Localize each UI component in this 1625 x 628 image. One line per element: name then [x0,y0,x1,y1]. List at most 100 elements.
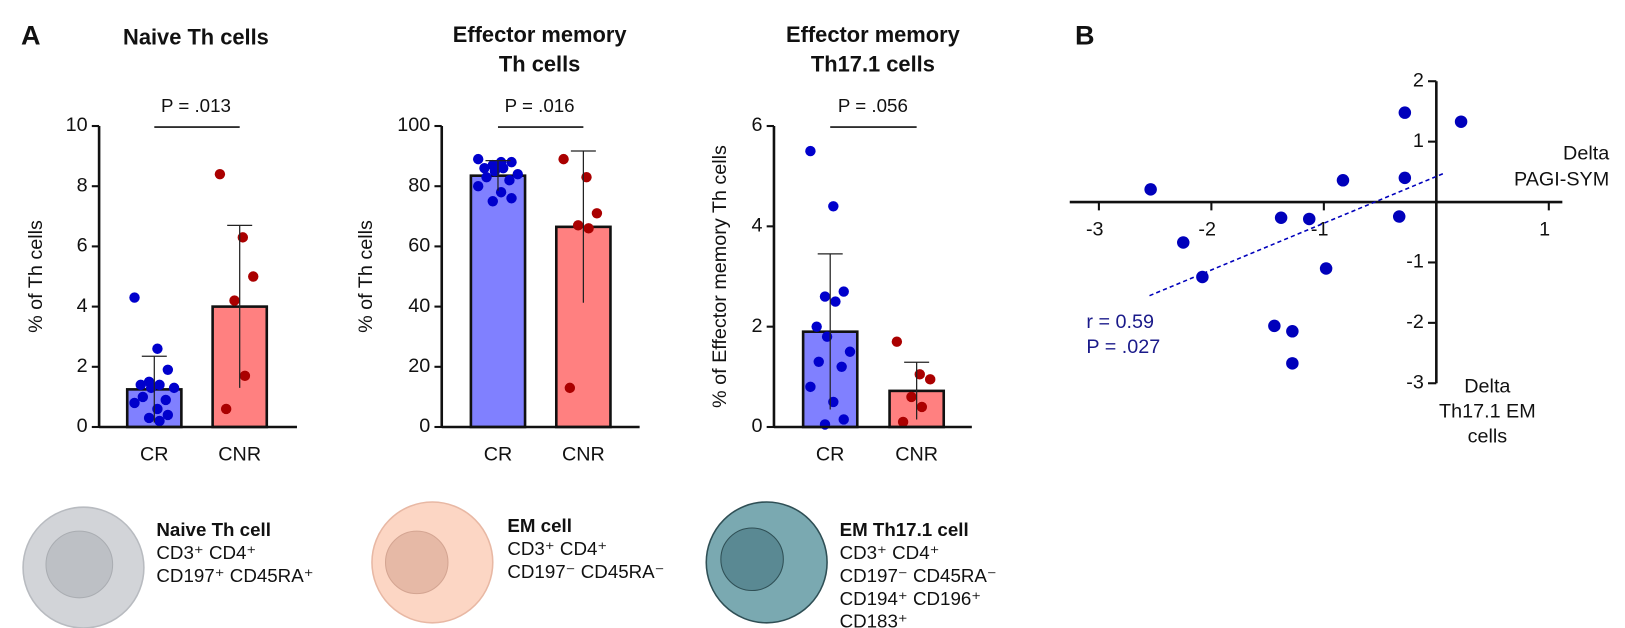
data-point [564,382,576,394]
data-point [497,162,509,174]
y-tick-label: 10 [66,114,88,136]
x-tick-label: CR [816,443,845,465]
data-point [813,356,824,367]
data-point [1319,262,1333,275]
x-tick-label: CNR [562,443,605,465]
stat-annotation: r = 0.59 [1086,311,1154,333]
data-point [229,295,240,306]
y-tick-label: 8 [77,174,88,196]
data-point [506,193,517,204]
data-point [836,361,847,373]
data-point [506,156,517,168]
data-point [906,391,917,403]
cell-marker-line: CD3⁺ CD4⁺ [507,538,607,559]
cell-title: EM Th17.1 cell [840,519,969,540]
y-tick-label: 4 [77,295,88,317]
data-point [487,196,498,207]
y-tick-label: 0 [752,415,763,437]
data-point [481,171,492,183]
data-point [1336,174,1350,187]
x-tick-label: -1 [1311,218,1329,240]
p-annotation: P = .016 [505,95,575,116]
cell-marker-line: CD194⁺ CD196⁺ [840,588,982,609]
data-point [143,412,155,424]
data-point [504,174,515,186]
chart-title: Th17.1 cells [811,51,935,76]
x-axis-label: Delta [1563,142,1609,164]
y-tick-label: 6 [77,235,88,257]
cell-marker-line: CD3⁺ CD4⁺ [156,542,256,563]
stat-annotation: P = .027 [1086,336,1160,358]
data-point [1398,106,1412,119]
y-axis-label: Th17.1 EM [1439,401,1536,423]
y-tick-label: 60 [408,235,430,257]
cell-marker-line: CD3⁺ CD4⁺ [840,542,940,563]
chart-title: Effector memory [453,22,628,47]
cell-marker-line: CD183⁺ [840,611,908,628]
data-point [1144,183,1157,196]
y-tick-label: 80 [408,174,430,196]
y-tick-label: 4 [752,215,763,237]
cell-marker-line: CD197⁻ CD45RA⁻ [840,565,997,586]
x-tick-label: -3 [1086,218,1104,240]
data-point [1392,210,1406,223]
y-tick-label: 6 [752,114,763,136]
y-tick-label: 2 [752,315,763,337]
data-point [916,401,928,413]
data-point [1286,325,1299,338]
cell-title: Naive Th cell [156,519,271,540]
p-annotation: P = .056 [838,95,908,116]
data-point [472,153,484,165]
data-point [558,153,569,165]
x-tick-label: 1 [1539,218,1550,240]
y-tick-label: -3 [1406,371,1424,393]
data-point [1286,357,1299,370]
chart-title: Effector memory [786,22,961,47]
x-tick-label: CR [140,443,169,465]
data-point [1177,236,1190,249]
data-point [1454,115,1468,128]
data-point [248,271,259,282]
p-annotation: P = .013 [161,95,231,116]
y-axis-label: % of Th cells [355,220,377,333]
cell-marker-line: CD197⁺ CD45RA⁺ [156,565,313,586]
y-tick-label: -2 [1406,311,1424,333]
data-point [162,409,174,421]
data-point [168,382,180,394]
y-tick-label: 40 [408,295,430,317]
data-point [572,220,584,231]
data-point [154,379,165,391]
data-point [583,223,594,234]
cell-nucleus [720,527,784,592]
data-point [152,343,163,354]
data-point [830,296,841,307]
data-point [220,403,232,415]
x-tick-label: -2 [1198,218,1216,240]
data-point [135,379,146,391]
cell-nucleus [384,530,449,595]
y-tick-label: 20 [408,355,430,377]
data-point [811,321,822,332]
x-tick-label: CR [484,443,513,465]
y-tick-label: 0 [77,415,88,437]
fit-line [1149,172,1444,297]
data-point [1268,319,1281,333]
data-point [129,397,140,409]
data-point [838,414,849,425]
panel-label: A [21,20,41,51]
data-point [805,145,816,157]
y-tick-label: -1 [1406,251,1424,273]
y-axis-label: % of Effector memory Th cells [709,145,731,408]
data-point [924,374,936,385]
data-point [891,336,903,347]
panel-label: B [1075,20,1095,51]
data-point [160,394,171,406]
data-point [844,346,856,357]
x-tick-label: CNR [895,443,938,465]
y-tick-label: 2 [1413,69,1424,91]
cell-title: EM cell [507,515,572,536]
chart-title: Th cells [499,51,580,76]
data-point [1196,270,1209,284]
bar [469,174,527,429]
